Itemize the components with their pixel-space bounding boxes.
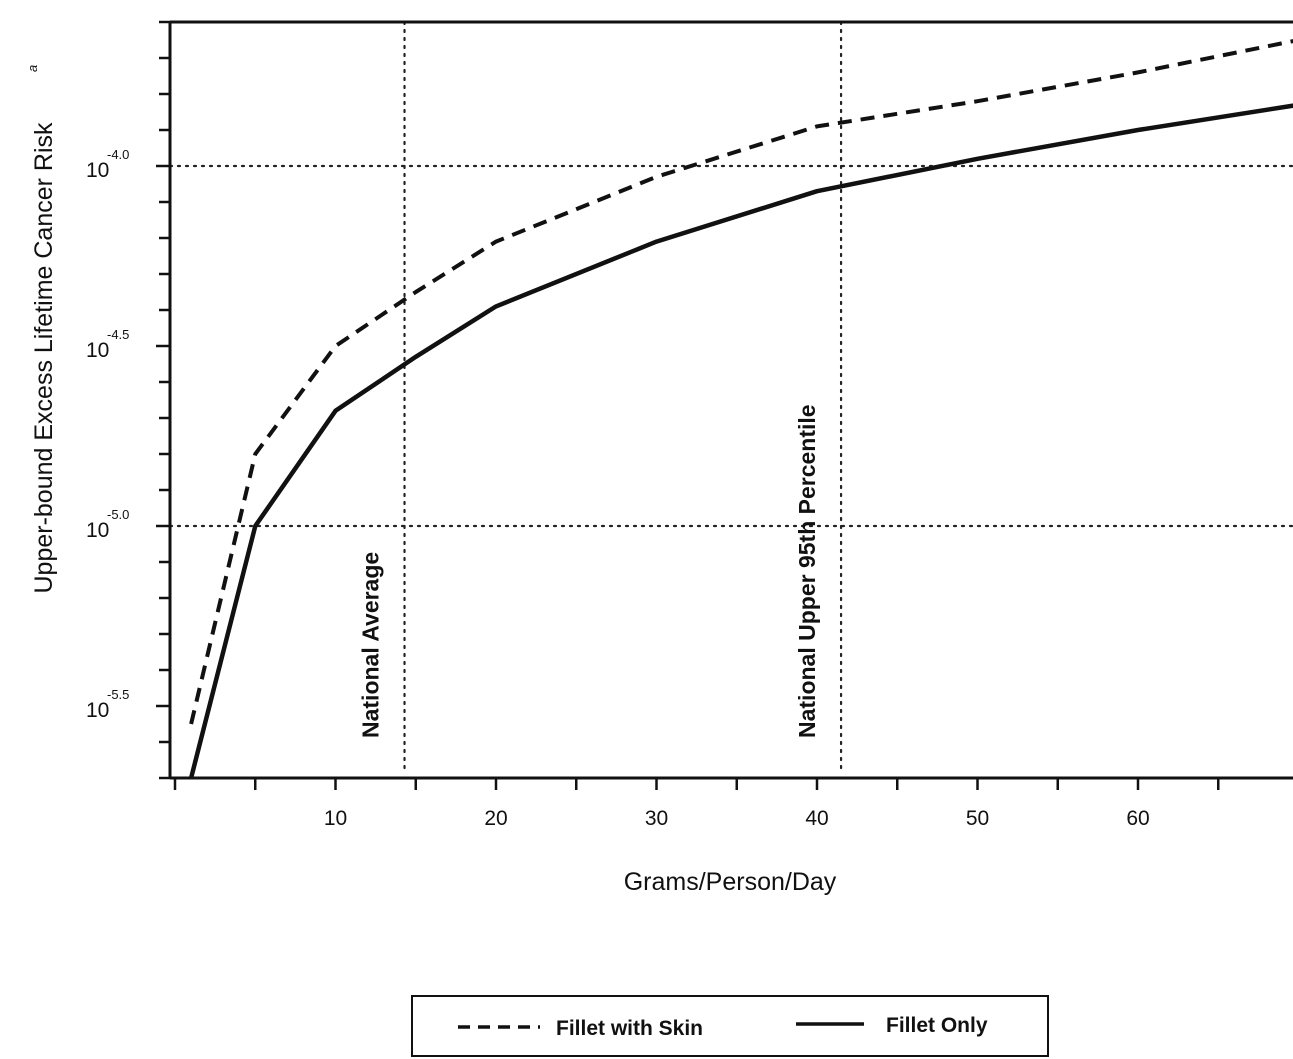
grid-layer <box>168 164 1293 528</box>
x-tick-label: 40 <box>805 807 828 830</box>
reference-lines: National Average National Upper 95th Perc… <box>358 20 843 770</box>
x-tick-label: 20 <box>484 807 507 830</box>
series-line-fillet-only <box>188 103 1293 779</box>
axes <box>156 20 1293 790</box>
y-axis-title: Upper-bound Excess Lifetime Cancer Risk <box>30 122 58 594</box>
labels-layer: 10-4.010-4.510-5.010-5.510 20 30 40 50 60Gram… <box>25 65 1150 896</box>
legend-label-fillet-only: Fillet Only <box>886 1014 988 1037</box>
national-average-label: National Average <box>358 552 384 738</box>
y-tick-label-base: 10 <box>86 699 109 722</box>
national-95th-percentile-label: National Upper 95th Percentile <box>794 404 820 738</box>
legend: Fillet with Skin Fillet Only <box>411 995 1049 1057</box>
y-axis-title-superscript: a <box>25 65 40 72</box>
y-tick-label-base: 10 <box>86 339 109 362</box>
x-axis-title: Grams/Person/Day <box>624 868 837 896</box>
legend-label-fillet-with-skin: Fillet with Skin <box>556 1017 703 1040</box>
series-layer <box>188 39 1293 779</box>
y-tick-label-exponent: -4.0 <box>107 147 129 162</box>
y-tick-label-exponent: -5.5 <box>107 687 129 702</box>
y-tick-label-base: 10 <box>86 519 109 542</box>
y-tick-label-exponent: -5.0 <box>107 507 129 522</box>
x-tick-label: 60 <box>1126 807 1149 830</box>
x-tick-label: 50 <box>966 807 989 830</box>
y-tick-label-base: 10 <box>86 159 109 182</box>
x-tick-label: 10 <box>324 807 347 830</box>
series-line-fillet-with-skin <box>189 39 1293 725</box>
x-tick-label: 30 <box>645 807 668 830</box>
y-tick-label-exponent: -4.5 <box>107 327 129 342</box>
